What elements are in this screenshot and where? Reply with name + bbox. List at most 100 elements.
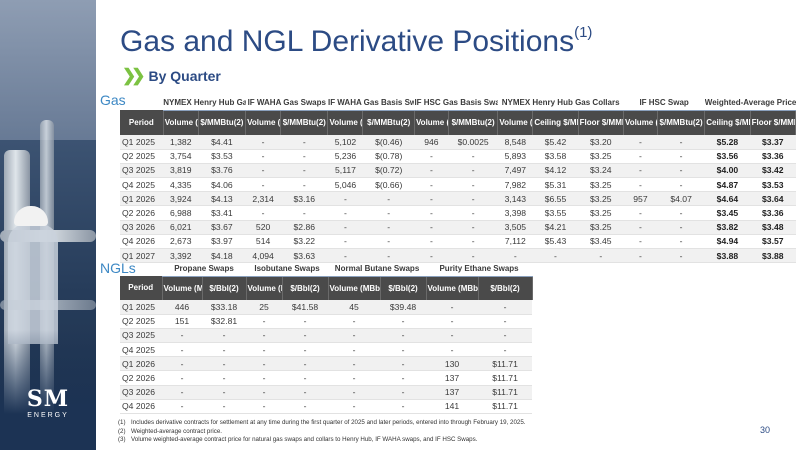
gas-value-cell: 4,094 <box>245 248 281 264</box>
gas-value-cell: - <box>497 248 533 264</box>
ngl-column-header: $/Bbl(2) <box>202 276 247 300</box>
gas-column-header: Volume (BBtu) <box>245 110 282 135</box>
ngl-table-row: Q4 2026- - - - - -141 $11.71 <box>120 399 533 415</box>
gas-value-cell: 3,819 <box>163 163 199 179</box>
gas-value-cell: 5,117 <box>327 163 363 179</box>
gas-value-cell: - <box>623 205 658 221</box>
ngl-value-cell: - <box>246 356 283 372</box>
ngl-section-label: NGLs <box>100 260 136 276</box>
gas-value-cell: - <box>362 248 415 264</box>
gas-column-header: $/MMBtu(2) <box>280 110 329 135</box>
gas-period-cell: Q1 2026 <box>120 191 164 207</box>
ngl-value-cell: - <box>282 385 329 400</box>
gas-table-row: Q3 2026 6,021 $3.67 520 $2.86- - - -3,505 $4.21 $… <box>120 220 796 235</box>
gas-value-cell: $4.07 <box>657 191 705 207</box>
ngl-period-cell: Q3 2025 <box>120 328 162 344</box>
gas-derivatives-table: NYMEX Henry Hub Gas Swaps IF WAHA Gas Sw… <box>120 86 797 264</box>
ngl-value-cell: - <box>202 370 247 386</box>
ngl-column-header: Period <box>120 276 163 300</box>
gas-value-cell: - <box>414 248 449 264</box>
gas-value-cell: $3.25 <box>578 177 624 193</box>
ngl-value-cell: $11.71 <box>478 399 533 415</box>
gas-value-cell: - <box>448 177 498 193</box>
gas-value-cell: - <box>414 163 449 179</box>
gas-value-cell: - <box>657 149 705 164</box>
gas-value-cell: $3.58 <box>532 149 579 164</box>
gas-table-row: Q1 2027 3,392 $4.18 4,094 $3.63- - - - - - - - - $3.8… <box>120 248 796 264</box>
ngl-value-cell: - <box>246 342 283 358</box>
footnote-number: (2) <box>118 427 126 435</box>
gas-value-cell: $(0.46) <box>362 135 415 150</box>
gas-group-header: IF WAHA Gas Basis Swaps <box>327 86 415 111</box>
gas-value-cell: - <box>657 248 705 264</box>
ngl-column-header: Volume (MBbls) <box>162 276 203 300</box>
gas-value-cell: - <box>623 234 658 250</box>
gas-value-cell: 514 <box>245 234 281 250</box>
gas-value-cell: - <box>448 149 498 164</box>
gas-group-header: Weighted-Average Price of Swaps and Coll… <box>704 86 796 111</box>
gas-value-cell: $3.20 <box>578 135 624 150</box>
gas-value-cell: - <box>362 191 415 207</box>
gas-value-cell: - <box>623 248 658 264</box>
ngl-table-row: Q2 2026- - - - - -137 $11.71 <box>120 370 533 386</box>
gas-value-cell: $3.36 <box>750 149 796 164</box>
gas-value-cell: - <box>280 135 328 150</box>
gas-value-cell: - <box>414 205 449 221</box>
ngl-value-cell: - <box>162 342 202 358</box>
gas-group-header: IF WAHA Gas Swaps <box>245 86 328 111</box>
page-number: 30 <box>760 425 771 435</box>
gas-value-cell: $3.82 <box>704 220 751 235</box>
gas-value-cell: 5,046 <box>327 177 363 193</box>
gas-value-cell: - <box>657 163 705 179</box>
gas-value-cell: $3.45 <box>704 205 751 221</box>
footnote-text: Weighted-average contract price. <box>131 427 223 435</box>
gas-value-cell: - <box>245 149 281 164</box>
gas-value-cell: $3.76 <box>198 163 246 179</box>
ngl-value-cell: - <box>162 356 202 372</box>
ngl-value-cell: - <box>426 342 479 358</box>
ngl-value-cell: - <box>478 342 533 358</box>
ngl-value-cell: - <box>328 314 381 329</box>
ngl-period-cell: Q2 2025 <box>120 314 162 329</box>
gas-value-cell: - <box>245 135 281 150</box>
ngl-value-cell: - <box>246 328 283 344</box>
gas-value-cell: - <box>414 191 449 207</box>
gas-period-cell: Q4 2026 <box>120 234 164 250</box>
gas-column-header: Ceiling $/MMBtu(3) <box>704 110 751 135</box>
gas-value-cell: $4.00 <box>704 163 751 179</box>
gas-value-cell: $3.88 <box>750 248 796 264</box>
gas-value-cell: $(0.72) <box>362 163 415 179</box>
gas-value-cell: $4.12 <box>532 163 579 179</box>
gas-value-cell: 3,398 <box>497 205 533 221</box>
gas-value-cell: - <box>657 234 705 250</box>
gas-value-cell: $3.88 <box>704 248 751 264</box>
gas-value-cell: - <box>657 220 705 235</box>
ngl-period-cell: Q2 2026 <box>120 370 162 386</box>
gas-value-cell: $4.64 <box>704 191 751 207</box>
gas-value-cell: $3.41 <box>198 205 246 221</box>
ngl-table-row: Q4 2025- - - - - - - - <box>120 342 533 358</box>
gas-value-cell: - <box>327 191 363 207</box>
gas-value-cell: 7,982 <box>497 177 533 193</box>
gas-value-cell: - <box>362 205 415 221</box>
ngl-value-cell: - <box>282 356 329 372</box>
footnote-text: Includes derivative contracts for settle… <box>131 419 526 426</box>
gas-value-cell: - <box>245 163 281 179</box>
gas-period-cell: Q2 2025 <box>120 149 164 164</box>
footnote: (2) Weighted-average contract price. <box>118 428 526 437</box>
ngl-value-cell: 446 <box>162 300 202 315</box>
gas-column-header: $/MMBtu(2) <box>448 110 499 135</box>
ngl-table-row: Q3 2025- - - - - - - - <box>120 328 533 344</box>
gas-value-cell: - <box>362 234 415 250</box>
gas-column-header: $/MMBtu(2) <box>198 110 247 135</box>
gas-value-cell: 520 <box>245 220 281 235</box>
ngl-value-cell: - <box>202 342 247 358</box>
gas-value-cell: 2,673 <box>163 234 199 250</box>
ngl-value-cell: - <box>380 370 427 386</box>
gas-value-cell: - <box>327 220 363 235</box>
ngl-table-row: Q2 2025 151 $32.81- - - - - - <box>120 314 533 329</box>
gas-value-cell: $3.57 <box>750 234 796 250</box>
footnote-text: Volume weighted-average contract price f… <box>131 436 478 443</box>
gas-value-cell: $3.53 <box>198 149 246 164</box>
gas-period-cell: Q2 2026 <box>120 205 164 221</box>
